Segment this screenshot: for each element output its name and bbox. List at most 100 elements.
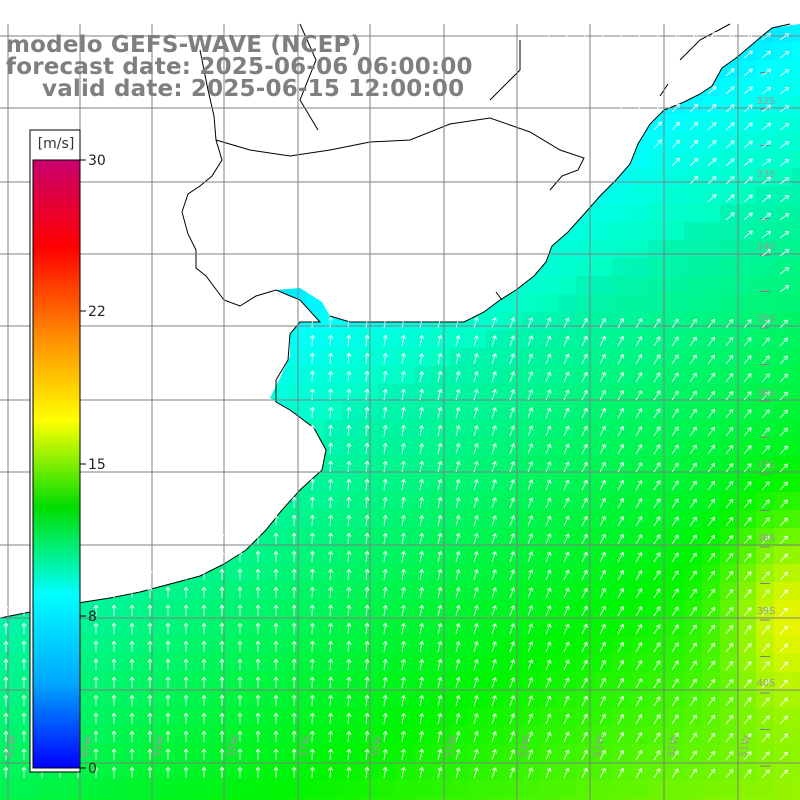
wind-arrow bbox=[509, 533, 516, 545]
wind-arrow bbox=[707, 426, 716, 437]
wind-arrow bbox=[761, 104, 772, 113]
wind-arrow bbox=[545, 569, 552, 581]
wind-arrow bbox=[455, 443, 461, 455]
wind-arrow bbox=[617, 750, 625, 761]
wind-arrow bbox=[328, 406, 334, 419]
wind-arrow bbox=[509, 335, 516, 347]
wind-arrow bbox=[491, 443, 497, 455]
wind-arrow bbox=[382, 550, 388, 563]
wind-arrow bbox=[437, 748, 443, 761]
wind-arrow bbox=[527, 551, 534, 563]
wind-arrow bbox=[707, 390, 716, 401]
wind-arrow bbox=[581, 371, 588, 383]
wind-arrow bbox=[581, 623, 588, 635]
wind-arrow bbox=[671, 390, 679, 401]
wind-arrow bbox=[346, 388, 352, 401]
wind-arrow bbox=[635, 408, 643, 419]
lat-label: 40S bbox=[756, 678, 775, 689]
wind-arrow bbox=[3, 712, 9, 724]
wind-arrow bbox=[617, 318, 625, 329]
wind-arrow bbox=[509, 479, 516, 491]
wind-arrow bbox=[111, 586, 117, 598]
wind-arrow bbox=[545, 749, 552, 761]
wind-arrow bbox=[419, 640, 425, 653]
wind-arrow bbox=[93, 622, 99, 634]
wind-arrow bbox=[689, 660, 697, 671]
wind-arrow bbox=[473, 371, 479, 383]
wind-arrow bbox=[653, 678, 661, 689]
wind-arrow bbox=[364, 334, 370, 347]
wind-arrow bbox=[111, 604, 117, 616]
wind-arrow bbox=[3, 604, 9, 616]
wind-arrow bbox=[527, 425, 534, 437]
wind-arrow bbox=[183, 694, 189, 706]
wind-arrow bbox=[437, 496, 443, 509]
wind-arrow bbox=[563, 407, 570, 419]
wind-arrow bbox=[237, 568, 243, 580]
wind-arrow bbox=[328, 712, 334, 725]
wind-arrow bbox=[309, 694, 315, 707]
wind-arrow bbox=[165, 586, 171, 598]
wind-arrow bbox=[779, 661, 788, 671]
wind-arrow bbox=[129, 712, 135, 724]
wind-arrow bbox=[617, 31, 626, 41]
coastline-west bbox=[0, 49, 327, 619]
wind-arrow bbox=[581, 497, 588, 509]
wind-arrow bbox=[779, 32, 790, 41]
wind-arrow bbox=[237, 730, 243, 742]
wind-arrow bbox=[743, 751, 752, 761]
wind-arrow bbox=[545, 767, 552, 779]
wind-arrow bbox=[581, 767, 588, 779]
wind-arrow bbox=[779, 625, 788, 635]
wind-arrow bbox=[437, 388, 443, 401]
wind-arrow bbox=[364, 532, 370, 545]
wind-arrow bbox=[346, 730, 352, 743]
wind-arrow bbox=[273, 658, 279, 670]
wind-arrow bbox=[328, 730, 334, 743]
wind-arrow bbox=[671, 552, 679, 563]
wind-arrow bbox=[545, 677, 552, 689]
wind-arrow bbox=[3, 730, 9, 742]
wind-arrow bbox=[635, 552, 643, 563]
wind-arrow bbox=[635, 462, 643, 473]
wind-arrow bbox=[183, 550, 189, 562]
wind-arrow bbox=[165, 748, 171, 760]
lon-label: 59W bbox=[152, 734, 167, 758]
wind-arrow bbox=[671, 678, 679, 689]
wind-arrow bbox=[563, 605, 570, 617]
wind-arrow bbox=[617, 534, 625, 545]
wind-arrow bbox=[743, 499, 752, 509]
wind-arrow bbox=[491, 371, 497, 383]
wind-arrow bbox=[473, 695, 479, 707]
wind-arrow bbox=[779, 194, 790, 203]
wind-arrow bbox=[653, 318, 661, 329]
wind-arrow bbox=[725, 176, 735, 185]
colorbar-gradient bbox=[32, 159, 81, 769]
wind-arrow bbox=[419, 604, 425, 617]
wind-arrow bbox=[617, 103, 626, 113]
wind-arrow bbox=[473, 335, 479, 347]
map-title: modelo GEFS-WAVE (NCEP) bbox=[6, 32, 362, 58]
wind-arrow bbox=[437, 370, 443, 383]
wind-arrow bbox=[255, 568, 261, 580]
wind-arrow bbox=[93, 658, 99, 670]
forecast-date: forecast date: 2025-06-06 06:00:00 bbox=[6, 54, 473, 80]
wind-arrow bbox=[617, 372, 625, 383]
wind-arrow bbox=[653, 624, 661, 635]
wind-arrow bbox=[545, 443, 552, 455]
wind-arrow bbox=[473, 659, 479, 671]
wind-arrow bbox=[617, 444, 625, 455]
wind-arrow bbox=[635, 390, 643, 401]
wind-arrow bbox=[725, 50, 735, 59]
wind-arrow bbox=[527, 659, 534, 671]
wind-arrow bbox=[455, 551, 461, 563]
wind-arrow bbox=[165, 568, 171, 580]
wind-arrow bbox=[725, 140, 735, 149]
wind-arrow bbox=[545, 497, 552, 509]
wind-arrow bbox=[689, 103, 699, 113]
wind-arrow bbox=[761, 589, 770, 599]
wind-arrow bbox=[346, 640, 352, 653]
wind-arrow bbox=[563, 48, 571, 59]
wind-arrow bbox=[707, 32, 717, 41]
wind-arrow bbox=[291, 496, 297, 509]
